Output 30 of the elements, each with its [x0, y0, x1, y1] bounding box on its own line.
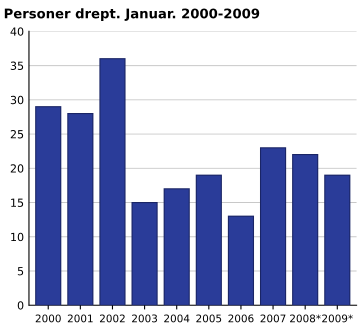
x-tick-label: 2000 — [36, 314, 61, 322]
bar — [228, 216, 254, 306]
bar — [99, 58, 126, 306]
x-tick-label: 2008* — [290, 314, 321, 322]
bar — [260, 147, 286, 306]
x-tick-label: 2009* — [322, 314, 353, 322]
x-tick-label: 2001 — [68, 314, 93, 322]
y-tick-label: 30 — [10, 96, 24, 104]
chart-title: Personer drept. Januar. 2000-2009 — [4, 8, 260, 22]
bar — [164, 188, 190, 306]
y-tick-label: 0 — [18, 301, 24, 310]
y-tick-label: 25 — [10, 130, 24, 138]
y-tick-label: 40 — [10, 27, 24, 36]
y-tick-label: 5 — [18, 267, 24, 276]
bar — [292, 154, 318, 306]
bar — [196, 174, 222, 306]
x-tick-label: 2005 — [196, 314, 222, 322]
y-tick-label: 15 — [11, 198, 24, 207]
y-tick-label: 35 — [10, 62, 24, 70]
x-tick-label: 2003 — [132, 314, 158, 322]
x-tick-label: 2002 — [100, 314, 125, 322]
y-tick-label: 10 — [11, 232, 24, 242]
bar — [132, 202, 158, 306]
x-tick-label: 2007 — [260, 314, 286, 322]
bar — [67, 112, 94, 306]
x-tick-label: 2006 — [228, 314, 254, 322]
bar — [324, 174, 350, 306]
x-tick-label: 2004 — [164, 314, 190, 322]
y-tick-label: 20 — [10, 164, 24, 173]
bar — [35, 106, 62, 306]
